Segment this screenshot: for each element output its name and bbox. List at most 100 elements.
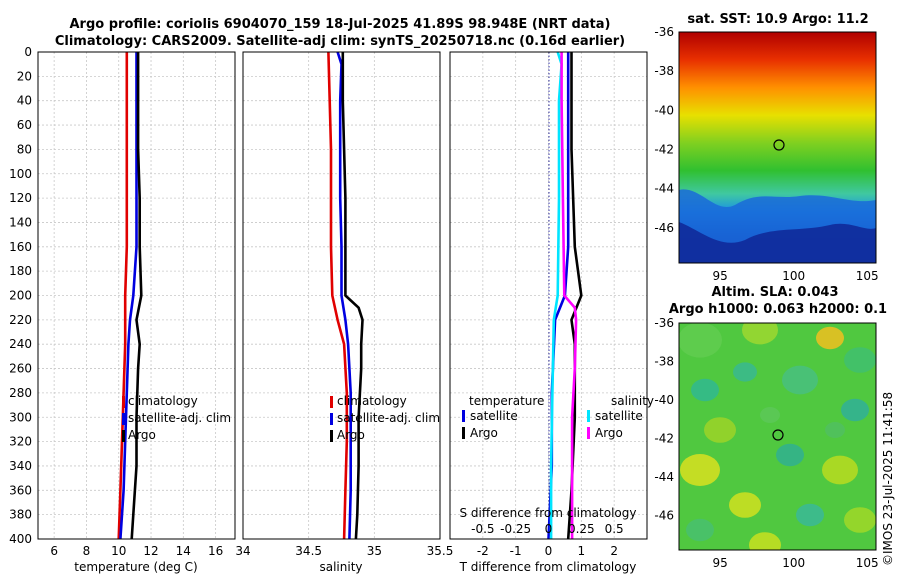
- legend-s-satellite-swatch: [587, 410, 590, 422]
- sst-map: sat. SST: 10.9 Argo: 11.2 95 100 105 -36 -38…: [654, 12, 878, 283]
- x-tick-label: -1: [510, 544, 522, 558]
- depth-tick-label: 340: [9, 459, 32, 473]
- difference-legend: temperature salinity satellite Argo sate…: [462, 394, 654, 440]
- depth-tick-label: 300: [9, 410, 32, 424]
- title-line1: Argo profile: coriolis 6904070_159 18-Ju…: [70, 17, 611, 32]
- sla-map-subtitle: Argo h1000: 0.063 h2000: 0.1: [669, 302, 887, 317]
- difference-xlabel-t: T difference from climatology: [459, 560, 637, 574]
- salinity-legend: climatology satellite-adj. clim Argo: [330, 394, 440, 442]
- depth-tick-label: 40: [17, 94, 32, 108]
- s-tick-label: 0.5: [605, 522, 624, 536]
- sla-eddy: [841, 398, 869, 422]
- difference-xlabel-s: S difference from climatology: [460, 506, 637, 520]
- series-line-satellite-adj-clim: [119, 52, 138, 540]
- legend-climatology-swatch: [122, 396, 125, 408]
- legend-t-satellite-swatch: [462, 410, 465, 422]
- sla-eddy: [680, 454, 720, 486]
- x-tick-label: 35: [367, 544, 382, 558]
- sla-eddy: [733, 362, 757, 382]
- footer-copyright: ©IMOS 23-Jul-2025 11:41:58: [881, 392, 895, 566]
- depth-tick-label: 60: [17, 118, 32, 132]
- map-lon-tick: 105: [856, 556, 879, 570]
- depth-tick-label: 180: [9, 264, 32, 278]
- map-lat-tick: -38: [654, 64, 674, 78]
- legend-climatology-swatch: [330, 396, 333, 408]
- sla-eddy: [796, 503, 824, 527]
- sla-eddy: [822, 455, 858, 485]
- map-lat-tick: -38: [654, 354, 674, 368]
- legend-title-temperature: temperature: [469, 394, 544, 408]
- depth-tick-label: 400: [9, 532, 32, 546]
- salinity-panel: 34 34.5 35 35.5 salinity climatology satell…: [235, 51, 453, 574]
- sla-eddy: [704, 417, 736, 443]
- map-lat-tick: -40: [654, 103, 674, 117]
- sla-argo-marker: [772, 429, 784, 441]
- map-lon-tick: 95: [713, 556, 728, 570]
- legend-title-salinity: salinity: [611, 394, 654, 408]
- sla-eddy: [691, 378, 719, 402]
- sla-eddy: [782, 365, 818, 395]
- map-lat-tick: -42: [654, 142, 674, 156]
- s-tick-label: 0: [545, 522, 553, 536]
- legend-argo-label: Argo: [337, 428, 365, 442]
- depth-tick-label: 280: [9, 386, 32, 400]
- depth-tick-label: 80: [17, 142, 32, 156]
- difference-frame: [449, 51, 648, 540]
- title-line2: Climatology: CARS2009. Satellite-adj cli…: [55, 34, 625, 49]
- legend-satellite-swatch: [122, 413, 125, 425]
- map-lat-tick: -44: [654, 182, 674, 196]
- x-tick-label: 2: [610, 544, 618, 558]
- x-tick-label: 14: [176, 544, 191, 558]
- legend-argo-swatch: [330, 430, 333, 442]
- temperature-xlabel: temperature (deg C): [74, 560, 197, 574]
- series-line-satellite-adj-clim: [336, 51, 353, 540]
- legend-t-satellite-label: satellite: [470, 409, 518, 423]
- sla-eddy: [776, 443, 804, 467]
- legend-satellite-swatch: [330, 413, 333, 425]
- depth-tick-label: 240: [9, 337, 32, 351]
- sst-argo-marker: [773, 139, 785, 151]
- depth-tick-label: 360: [9, 483, 32, 497]
- temperature-frame: [37, 51, 236, 540]
- sla-map: Altim. SLA: 0.043 Argo h1000: 0.063 h200…: [654, 285, 887, 570]
- temperature-panel: 6 8 10 12 14 16 temperature (deg C) 0 20 40 60 80…: [9, 45, 236, 574]
- x-tick-label: 16: [208, 544, 223, 558]
- map-lat-tick: -46: [654, 221, 674, 235]
- legend-t-argo-swatch: [462, 427, 465, 439]
- sla-eddy: [825, 422, 845, 438]
- legend-argo-label: Argo: [128, 428, 156, 442]
- sst-map-title: sat. SST: 10.9 Argo: 11.2: [687, 12, 868, 27]
- map-lat-tick: -36: [654, 25, 674, 39]
- legend-satellite-label: satellite-adj. clim: [337, 411, 440, 425]
- x-tick-label: 0: [545, 544, 553, 558]
- map-lat-tick: -36: [654, 316, 674, 330]
- map-lat-tick: -40: [654, 393, 674, 407]
- sla-eddy: [760, 407, 780, 423]
- map-lon-tick: 105: [856, 269, 879, 283]
- depth-tick-label: 0: [24, 45, 32, 59]
- depth-tick-label: 20: [17, 69, 32, 83]
- depth-tick-label: 380: [9, 508, 32, 522]
- legend-climatology-label: climatology: [337, 394, 407, 408]
- temperature-legend: climatology satellite-adj. clim Argo: [122, 394, 231, 442]
- legend-s-argo-swatch: [587, 427, 590, 439]
- x-tick-label: 34.5: [295, 544, 322, 558]
- s-tick-label: -0.25: [500, 522, 531, 536]
- legend-t-argo-label: Argo: [470, 426, 498, 440]
- series-line-argo: [341, 52, 364, 540]
- difference-panel: -2 -1 0 1 2 -0.5 -0.25 0 0.25 0.5 T difference f…: [449, 51, 654, 574]
- salinity-xlabel: salinity: [319, 560, 362, 574]
- x-tick-label: 1: [578, 544, 586, 558]
- x-tick-label: 6: [50, 544, 58, 558]
- map-lon-tick: 100: [782, 556, 805, 570]
- x-tick-label: 12: [143, 544, 158, 558]
- legend-s-satellite-label: satellite: [595, 409, 643, 423]
- map-lon-tick: 95: [713, 269, 728, 283]
- depth-tick-label: 100: [9, 167, 32, 181]
- depth-tick-label: 140: [9, 215, 32, 229]
- series-line-argo: [130, 52, 143, 540]
- sla-eddy: [742, 323, 778, 345]
- x-tick-label: 10: [111, 544, 126, 558]
- series-line-s-argo: [560, 52, 578, 539]
